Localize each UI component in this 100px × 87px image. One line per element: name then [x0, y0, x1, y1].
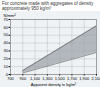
svg-text:20: 20	[4, 56, 9, 61]
svg-text:30: 30	[4, 48, 9, 53]
svg-text:40: 40	[4, 40, 9, 45]
svg-text:1,900: 1,900	[79, 76, 90, 81]
svg-text:900: 900	[19, 76, 26, 81]
svg-text:1,300: 1,300	[42, 76, 53, 81]
svg-text:2,100: 2,100	[91, 76, 100, 81]
svg-text:1,100: 1,100	[30, 76, 41, 81]
svg-text:Apparent density in kg/m³: Apparent density in kg/m³	[31, 82, 77, 87]
svg-text:70: 70	[3, 16, 8, 22]
html-text:For concrete made with aggrega: For concrete made with aggregates of den…	[2, 1, 94, 11]
svg-text:1,500: 1,500	[55, 76, 66, 81]
svg-text:0: 0	[5, 71, 8, 77]
svg-text:60: 60	[4, 25, 9, 30]
svg-text:1,700: 1,700	[67, 76, 78, 81]
svg-text:10: 10	[4, 64, 9, 69]
svg-text:700: 700	[7, 76, 14, 81]
svg-text:50: 50	[4, 32, 9, 37]
svg-text:N/mm²: N/mm²	[4, 13, 17, 18]
